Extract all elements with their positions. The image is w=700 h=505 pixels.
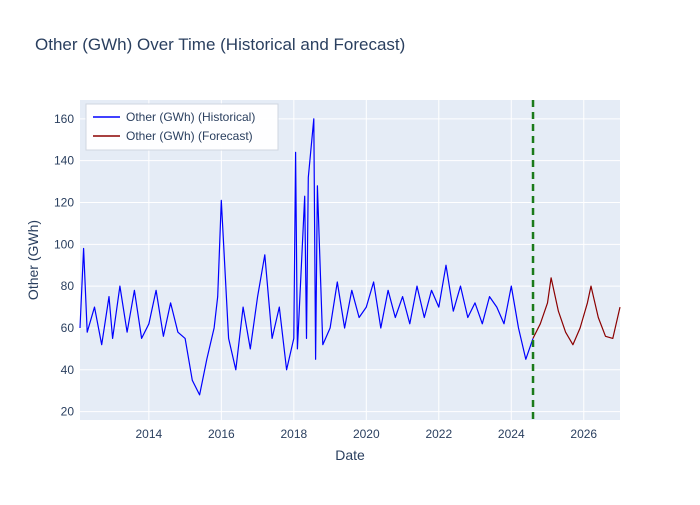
- x-axis-label: Date: [335, 447, 365, 463]
- y-tick-label: 120: [54, 195, 74, 209]
- chart-title: Other (GWh) Over Time (Historical and Fo…: [35, 35, 405, 54]
- historical-series-line: [79, 118, 534, 396]
- legend-label-historical: Other (GWh) (Historical): [126, 110, 255, 124]
- plot-area: [80, 100, 620, 420]
- y-tick-label: 40: [61, 363, 75, 377]
- y-axis-ticks: 20 40 60 80 100 120 140 160: [54, 112, 74, 419]
- legend: Other (GWh) (Historical) Other (GWh) (Fo…: [85, 103, 279, 151]
- x-tick-label: 2018: [280, 427, 307, 441]
- y-tick-label: 60: [61, 321, 75, 335]
- x-tick-label: 2024: [498, 427, 525, 441]
- y-tick-label: 100: [54, 237, 74, 251]
- x-tick-label: 2016: [208, 427, 235, 441]
- x-tick-label: 2020: [353, 427, 380, 441]
- gridlines: [80, 100, 620, 420]
- x-axis-ticks: 2014 2016 2018 2020 2022 2024 2026: [136, 427, 598, 441]
- x-tick-label: 2026: [570, 427, 597, 441]
- legend-box: [85, 103, 279, 151]
- y-tick-label: 20: [61, 405, 75, 419]
- legend-label-forecast: Other (GWh) (Forecast): [126, 129, 253, 143]
- x-tick-label: 2022: [425, 427, 452, 441]
- series-layer: [79, 118, 621, 396]
- y-tick-label: 140: [54, 154, 74, 168]
- x-tick-label: 2014: [136, 427, 163, 441]
- y-tick-label: 80: [61, 279, 75, 293]
- y-tick-label: 160: [54, 112, 74, 126]
- y-axis-label: Other (GWh): [25, 220, 41, 300]
- forecast-series-line: [532, 277, 621, 346]
